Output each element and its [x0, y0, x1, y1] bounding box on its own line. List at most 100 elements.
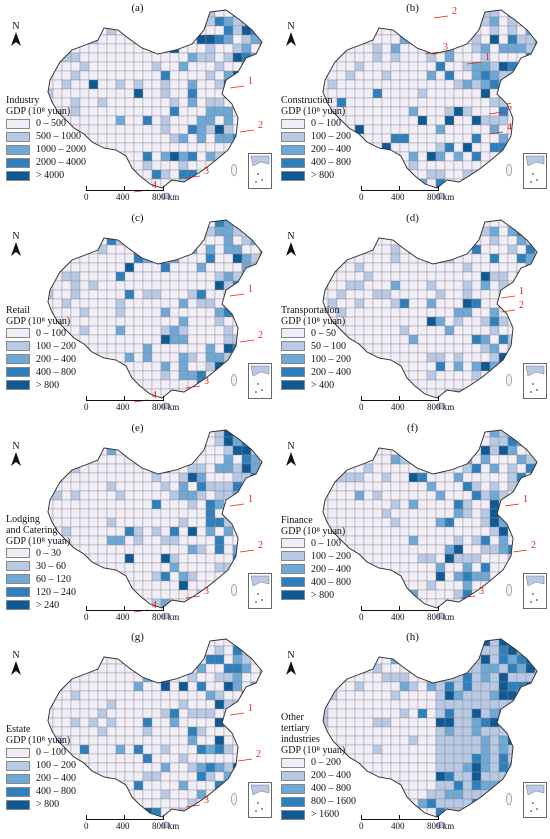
region-cell: [196, 61, 207, 72]
region-cell: [205, 445, 216, 455]
region-cell: [160, 790, 171, 800]
region-cell: [426, 517, 437, 527]
region-cell: [133, 499, 144, 509]
region-cell: [534, 736, 537, 746]
region-cell: [259, 79, 262, 90]
region-cell: [142, 124, 153, 135]
region-cell: [381, 88, 392, 99]
region-cell: [160, 352, 171, 362]
region-cell: [417, 298, 428, 308]
region-cell: [133, 508, 144, 518]
region-cell: [142, 34, 153, 45]
region-cell: [187, 334, 198, 344]
region-cell: [489, 271, 500, 281]
region-cell: [97, 682, 108, 692]
region-cell: [453, 772, 464, 782]
region-cell: [534, 124, 537, 135]
region-cell: [480, 454, 491, 464]
region-cell: [259, 436, 262, 446]
region-cell: [79, 79, 90, 90]
region-cell: [133, 289, 144, 299]
region-cell: [435, 781, 446, 791]
region-cell: [196, 70, 207, 81]
region-cell: [417, 79, 428, 90]
region-cell: [525, 316, 536, 326]
region-cell: [151, 298, 162, 308]
region-cell: [106, 481, 117, 491]
region-cell: [232, 178, 243, 188]
region-cell: [178, 727, 189, 737]
region-cell: [187, 517, 198, 527]
region-cell: [70, 244, 81, 254]
region-cell: [205, 682, 216, 692]
region-cell: [399, 799, 410, 809]
region-cell: [223, 34, 234, 45]
region-cell: [390, 436, 401, 446]
region-cell: [151, 490, 162, 500]
region-cell: [187, 289, 198, 299]
region-cell: [525, 124, 536, 135]
region-cell: [241, 142, 252, 153]
region-marker: 3: [479, 585, 484, 597]
region-cell: [88, 535, 99, 545]
region-cell: [408, 226, 419, 236]
legend-swatch: [281, 354, 305, 365]
legend-range-label: 200 – 400: [311, 366, 351, 378]
region-cell: [516, 325, 527, 335]
legend-entry: 0 – 100: [281, 117, 351, 130]
region-cell: [471, 709, 482, 719]
region-cell: [507, 472, 518, 482]
region-cell: [115, 664, 126, 674]
region-cell: [426, 160, 437, 171]
region-cell: [525, 70, 536, 81]
region-cell: [232, 88, 243, 99]
region-cell: [223, 388, 234, 398]
region-cell: [214, 289, 225, 299]
region-cell: [205, 481, 216, 491]
region-cell: [390, 343, 401, 353]
region-cell: [408, 325, 419, 335]
region-cell: [444, 244, 455, 254]
region-cell: [345, 280, 356, 290]
region-cell: [79, 772, 90, 782]
region-cell: [372, 124, 383, 135]
region-cell: [336, 43, 347, 54]
region-cell: [327, 436, 338, 446]
region-cell: [444, 646, 455, 656]
region-cell: [169, 289, 180, 299]
region-cell: [160, 544, 171, 554]
region-cell: [178, 454, 189, 464]
region-cell: [61, 280, 72, 290]
region-cell: [417, 682, 428, 692]
region-cell: [525, 763, 536, 773]
region-cell: [354, 226, 365, 236]
region-cell: [79, 499, 90, 509]
region-cell: [516, 736, 527, 746]
region-cell: [426, 508, 437, 518]
region-cell: [106, 718, 117, 728]
region-cell: [79, 700, 90, 710]
region-cell: [480, 235, 491, 245]
region-cell: [525, 298, 536, 308]
region-cell: [250, 763, 261, 773]
region-cell: [390, 151, 401, 162]
region-cell: [178, 472, 189, 482]
region-cell: [124, 445, 135, 455]
region-cell: [444, 481, 455, 491]
region-cell: [363, 718, 374, 728]
region-cell: [241, 298, 252, 308]
region-cell: [196, 817, 207, 818]
region-cell: [516, 709, 527, 719]
region-cell: [363, 436, 374, 446]
region-cell: [151, 664, 162, 674]
region-cell: [426, 562, 437, 572]
region-cell: [489, 325, 500, 335]
region-cell: [124, 325, 135, 335]
region-cell: [106, 463, 117, 473]
region-cell: [354, 718, 365, 728]
region-cell: [151, 280, 162, 290]
region-cell: [124, 334, 135, 344]
region-cell: [151, 334, 162, 344]
legend-swatch: [281, 590, 305, 600]
region-cell: [232, 682, 243, 692]
